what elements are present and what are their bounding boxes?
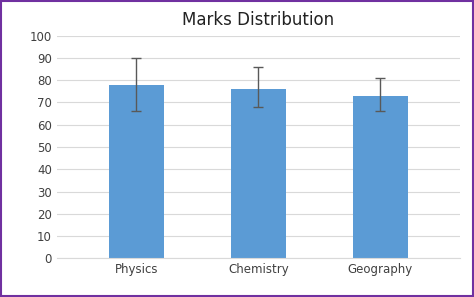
Bar: [109, 85, 164, 258]
Title: Marks Distribution: Marks Distribution: [182, 10, 334, 29]
Bar: [231, 89, 286, 258]
Bar: [353, 96, 408, 258]
